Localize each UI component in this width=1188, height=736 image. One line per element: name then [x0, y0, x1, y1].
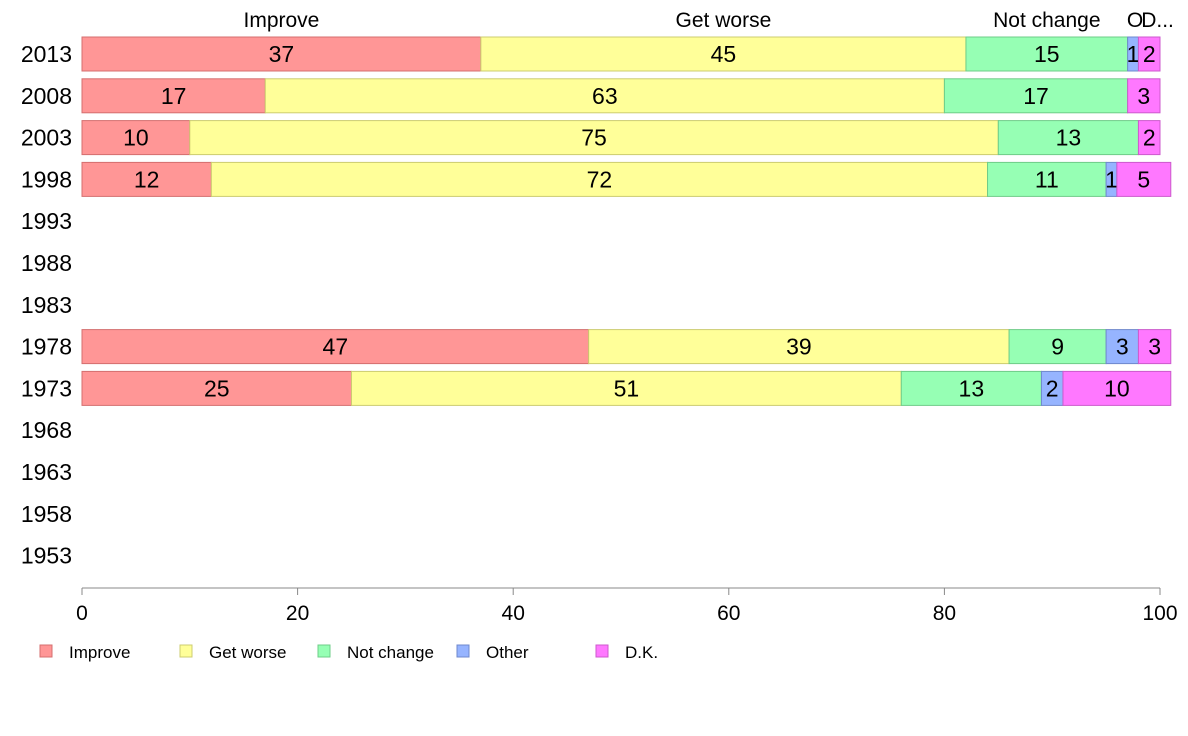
segment-header-5: D... — [1141, 9, 1174, 32]
legend-swatch-other — [456, 644, 470, 658]
x-tick-label-20: 20 — [286, 602, 309, 625]
data-label-get-worse-2003: 75 — [581, 125, 607, 151]
bar-not-change-2008 — [943, 78, 1129, 114]
segment-header-2: Get worse — [676, 9, 772, 32]
bar-improve-1978 — [81, 329, 590, 365]
y-tick-label-1998: 1998 — [21, 166, 72, 192]
segment-header-1: Improve — [244, 9, 320, 32]
bar-get-worse-2013 — [480, 36, 967, 72]
y-tick-label-1988: 1988 — [21, 250, 72, 276]
bar-improve-2003 — [81, 120, 191, 156]
legend-label-not-change: Not change — [347, 643, 434, 662]
y-tick-label-1993: 1993 — [21, 208, 72, 234]
x-tick-label-40: 40 — [502, 602, 525, 625]
data-label-not-change-1998: 11 — [1035, 166, 1059, 192]
data-label-other-2013: 1 — [1127, 41, 1140, 67]
bar-get-worse-2008 — [264, 78, 945, 114]
data-label-other-1998: 1 — [1105, 166, 1118, 192]
data-label-get-worse-1998: 72 — [587, 166, 613, 192]
data-label-not-change-2003: 13 — [1056, 125, 1082, 151]
bar-d-k--2003 — [1137, 120, 1161, 156]
legend-label-improve: Improve — [69, 643, 130, 662]
segment-header-labels: Improve Get worse Not change OD... — [244, 9, 1174, 32]
y-tick-label-2013: 2013 — [21, 41, 72, 67]
legend-swatch-get-worse — [179, 644, 193, 658]
bar-not-change-1973 — [900, 370, 1042, 406]
y-axis-labels: 2013 2008 2003 1998 1993 1988 1983 1978 1973 1968… — [21, 41, 72, 569]
data-label-d-k--1998: 5 — [1137, 166, 1150, 192]
data-label-not-change-1978: 9 — [1051, 334, 1064, 360]
y-tick-label-1978: 1978 — [21, 334, 72, 360]
data-label-improve-1998: 12 — [134, 166, 160, 192]
bar-d-k--1973 — [1062, 370, 1172, 406]
data-label-d-k--1973: 10 — [1104, 375, 1130, 401]
data-label-d-k--1978: 3 — [1148, 334, 1161, 360]
y-tick-label-1973: 1973 — [21, 375, 72, 401]
y-tick-label-1963: 1963 — [21, 459, 72, 485]
bar-get-worse-1973 — [351, 370, 902, 406]
bar-d-k--2013 — [1137, 36, 1161, 72]
legend: Improve Get worse Not change Other D.K. — [39, 643, 658, 662]
data-label-other-1973: 2 — [1046, 375, 1059, 401]
bar-improve-1973 — [81, 370, 352, 406]
data-label-not-change-2013: 15 — [1034, 41, 1060, 67]
data-label-d-k--2003: 2 — [1143, 125, 1156, 151]
y-tick-label-1953: 1953 — [21, 543, 72, 569]
data-label-not-change-1973: 13 — [959, 375, 985, 401]
legend-label-other: Other — [486, 643, 529, 662]
legend-swatch-improve — [39, 644, 53, 658]
data-label-get-worse-2013: 45 — [711, 41, 737, 67]
data-label-improve-1973: 25 — [204, 375, 230, 401]
x-tick-label-100: 100 — [1142, 602, 1177, 625]
bar-get-worse-1998 — [210, 161, 989, 197]
data-label-d-k--2013: 2 — [1143, 41, 1156, 67]
x-tick-label-0: 0 — [76, 602, 88, 625]
y-tick-label-1958: 1958 — [21, 501, 72, 527]
x-tick-label-80: 80 — [933, 602, 956, 625]
data-label-d-k--2008: 3 — [1137, 83, 1150, 109]
bar-d-k--1978 — [1137, 329, 1172, 365]
bar-other-1978 — [1105, 329, 1139, 365]
data-label-get-worse-1978: 39 — [786, 334, 812, 360]
y-tick-label-1983: 1983 — [21, 292, 72, 318]
data-label-improve-2003: 10 — [123, 125, 149, 151]
legend-swatch-d-k- — [595, 644, 609, 658]
bar-get-worse-1978 — [588, 329, 1010, 365]
bar-d-k--1998 — [1116, 161, 1172, 197]
y-tick-label-2003: 2003 — [21, 125, 72, 151]
bars: 37 45 15 1 217 63 17 310 75 13 212 72 11 1 547 39 9 3 325 5… — [81, 36, 1172, 406]
data-label-improve-2013: 37 — [269, 41, 295, 67]
data-label-not-change-2008: 17 — [1023, 83, 1049, 109]
data-label-improve-1978: 47 — [323, 334, 349, 360]
y-tick-label-1968: 1968 — [21, 417, 72, 443]
bar-d-k--2008 — [1127, 78, 1161, 114]
segment-header-3: Not change — [993, 9, 1100, 32]
segment-header-4: O — [1127, 9, 1143, 32]
data-label-other-1978: 3 — [1116, 334, 1129, 360]
bar-not-change-1978 — [1008, 329, 1107, 365]
data-label-get-worse-1973: 51 — [614, 375, 640, 401]
bar-not-change-2003 — [997, 120, 1139, 156]
x-axis: 0 20 40 60 80 100 — [76, 587, 1178, 625]
legend-label-get-worse: Get worse — [209, 643, 286, 662]
legend-label-d-k-: D.K. — [625, 643, 658, 662]
x-tick-label-60: 60 — [717, 602, 740, 625]
legend-swatch-not-change — [317, 644, 331, 658]
bar-get-worse-2003 — [189, 120, 999, 156]
data-label-get-worse-2008: 63 — [592, 83, 618, 109]
data-label-improve-2008: 17 — [161, 83, 187, 109]
y-tick-label-2008: 2008 — [21, 83, 72, 109]
